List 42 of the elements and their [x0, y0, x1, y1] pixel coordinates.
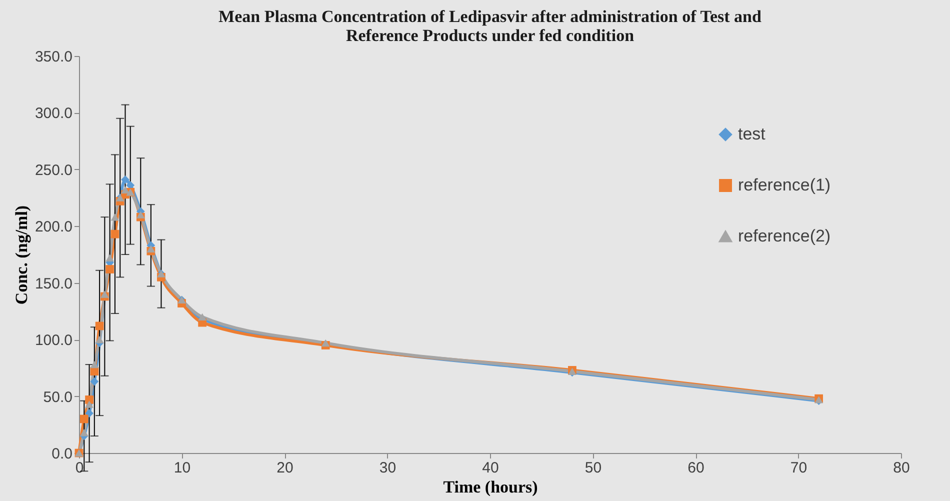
y-tick-label: 0.0	[52, 446, 72, 462]
x-tick-label: 50	[584, 460, 602, 476]
point	[90, 360, 99, 368]
y-tick-label: 250.0	[34, 162, 72, 179]
y-tick-label: 300.0	[34, 105, 72, 122]
point	[136, 211, 145, 218]
y-tick-label: 350.0	[34, 48, 72, 66]
x-axis-title: Time (hours)	[443, 478, 538, 496]
y-tick-label: 150.0	[34, 275, 72, 292]
point	[80, 428, 88, 436]
y-axis-title: Conc. (ng/ml)	[12, 205, 31, 305]
point	[146, 245, 156, 252]
point	[100, 290, 109, 298]
x-tick-label: 0	[75, 460, 84, 476]
point	[198, 313, 206, 321]
point	[95, 322, 104, 330]
point	[95, 336, 104, 344]
text: Mean Plasma Concentration of Ledipasvir after administration of Test and	[218, 7, 762, 26]
x-tick-label: 40	[482, 460, 499, 476]
text: Reference Products under fed condition	[346, 26, 634, 45]
x-tick-label: 10	[174, 460, 191, 476]
x-tick-label: 60	[688, 460, 704, 476]
point	[106, 265, 114, 274]
point	[121, 186, 130, 194]
x-tick-label: 20	[276, 460, 294, 476]
point	[85, 409, 94, 418]
y-tick-label: 100.0	[34, 332, 72, 350]
x-tick-label: 80	[893, 460, 910, 476]
point	[85, 400, 94, 408]
legend-label: reference(2)	[738, 226, 831, 246]
x-tick-label: 70	[790, 460, 808, 476]
point	[90, 377, 99, 386]
x-tick-label: 30	[379, 460, 396, 476]
point	[85, 396, 94, 404]
point	[121, 175, 130, 184]
point	[80, 414, 88, 424]
legend-label: test	[738, 124, 766, 144]
point	[106, 254, 114, 262]
y-tick-label: 200.0	[34, 218, 72, 236]
y-tick-label: 50.0	[43, 388, 72, 406]
point	[110, 213, 120, 221]
legend-label: reference(1)	[738, 176, 831, 194]
